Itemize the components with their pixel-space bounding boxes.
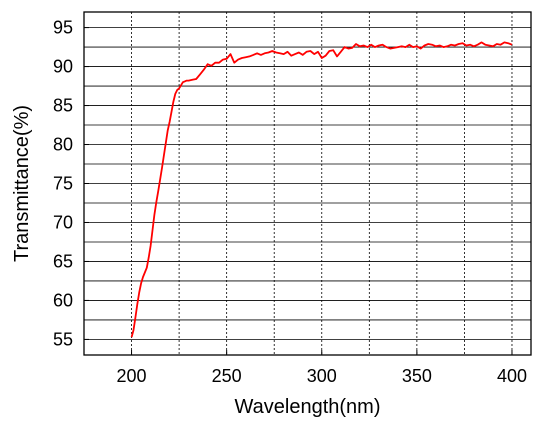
tick-labels: 200 250 300 350 400 55 60 65 70 75 80 85 90 95 bbox=[53, 18, 527, 386]
y-tick-label: 60 bbox=[53, 290, 73, 310]
y-tick-label: 70 bbox=[53, 212, 73, 232]
x-tick-label: 250 bbox=[212, 366, 242, 386]
data-series bbox=[130, 41, 513, 338]
y-tick-label: 95 bbox=[53, 18, 73, 38]
x-tick-label: 200 bbox=[117, 366, 147, 386]
x-tick-label: 400 bbox=[497, 366, 527, 386]
y-tick-label: 80 bbox=[53, 135, 73, 155]
y-tick-label: 90 bbox=[53, 57, 73, 77]
y-tick-label: 65 bbox=[53, 251, 73, 271]
x-tick-label: 300 bbox=[307, 366, 337, 386]
axis-ticks bbox=[84, 27, 513, 355]
x-axis-label: Wavelength(nm) bbox=[235, 396, 381, 418]
x-tick-label: 350 bbox=[402, 366, 432, 386]
y-tick-label: 75 bbox=[53, 174, 73, 194]
y-tick-label: 85 bbox=[53, 96, 73, 116]
y-axis-label: Transmittance(%) bbox=[11, 105, 33, 262]
transmittance-series-line bbox=[130, 41, 513, 338]
grid-lines bbox=[84, 12, 531, 355]
y-tick-label: 55 bbox=[53, 329, 73, 349]
